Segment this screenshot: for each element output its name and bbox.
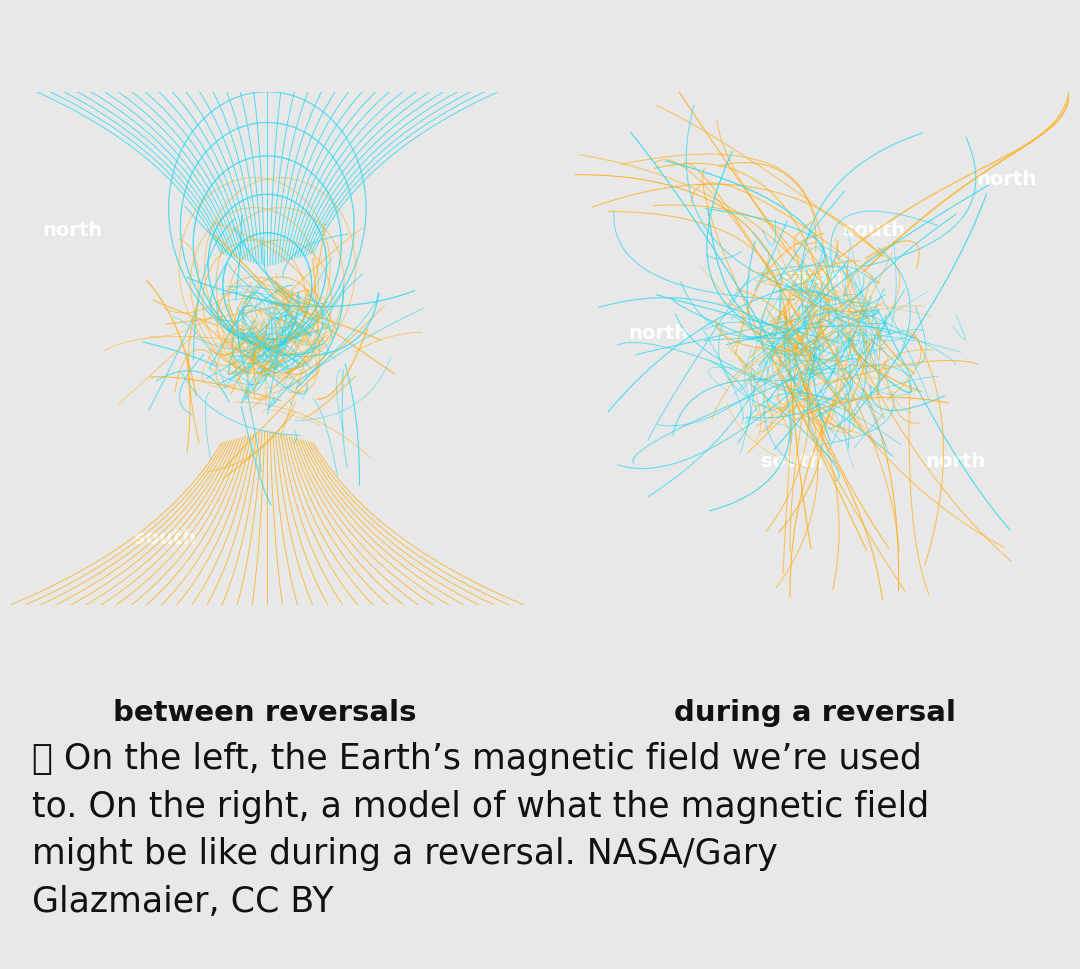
Text: north: north: [977, 170, 1037, 189]
Text: during a reversal: during a reversal: [674, 699, 957, 726]
Text: north: north: [42, 221, 103, 240]
Text: between reversals: between reversals: [112, 699, 417, 726]
Text: south: south: [843, 221, 906, 240]
Text: 📷 On the left, the Earth’s magnetic field we’re used
to. On the right, a model o: 📷 On the left, the Earth’s magnetic fiel…: [32, 741, 930, 918]
Text: south: south: [782, 267, 845, 286]
Text: north: north: [926, 452, 986, 471]
Text: north: north: [629, 324, 688, 343]
Text: south: south: [134, 529, 195, 547]
Text: south: south: [761, 452, 824, 471]
